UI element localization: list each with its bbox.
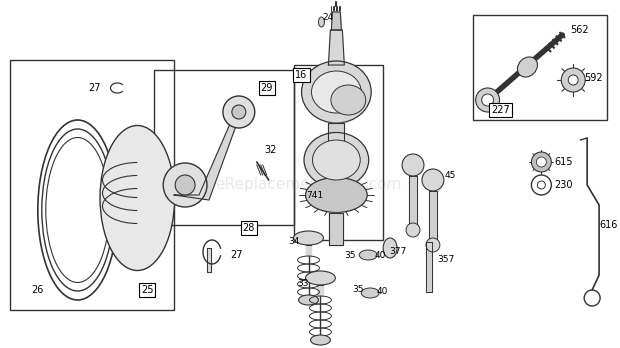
Polygon shape — [332, 12, 342, 30]
Circle shape — [561, 68, 585, 92]
Ellipse shape — [306, 271, 335, 285]
Text: 40: 40 — [376, 287, 388, 296]
Polygon shape — [317, 285, 324, 296]
Ellipse shape — [294, 231, 324, 245]
Text: 45: 45 — [444, 171, 456, 180]
Circle shape — [163, 163, 207, 207]
Text: 592: 592 — [584, 73, 603, 83]
Circle shape — [223, 96, 255, 128]
Text: 28: 28 — [242, 223, 255, 233]
Text: 33: 33 — [298, 278, 309, 287]
Bar — [294, 65, 383, 240]
Ellipse shape — [406, 223, 420, 237]
Text: 27: 27 — [231, 250, 243, 260]
Text: 35: 35 — [353, 285, 364, 294]
Ellipse shape — [306, 177, 367, 213]
Ellipse shape — [312, 140, 360, 180]
Circle shape — [569, 75, 578, 85]
Text: 24: 24 — [323, 13, 334, 22]
Ellipse shape — [426, 238, 440, 252]
Ellipse shape — [311, 71, 361, 113]
Ellipse shape — [383, 238, 397, 258]
Ellipse shape — [359, 250, 377, 260]
Ellipse shape — [100, 126, 175, 270]
Text: 34: 34 — [288, 237, 299, 246]
Text: 741: 741 — [306, 191, 323, 200]
Text: 230: 230 — [554, 180, 572, 190]
Text: eReplacementParts.com: eReplacementParts.com — [215, 177, 402, 192]
Ellipse shape — [301, 61, 371, 123]
Circle shape — [531, 152, 551, 172]
Ellipse shape — [304, 133, 369, 188]
Ellipse shape — [299, 295, 319, 305]
Polygon shape — [207, 248, 211, 272]
Text: 29: 29 — [260, 83, 273, 93]
Ellipse shape — [331, 85, 366, 115]
Circle shape — [175, 175, 195, 195]
Polygon shape — [306, 245, 311, 256]
Circle shape — [536, 157, 546, 167]
Circle shape — [482, 94, 494, 106]
Text: 615: 615 — [554, 157, 572, 167]
Ellipse shape — [402, 154, 424, 176]
Polygon shape — [329, 30, 344, 65]
Polygon shape — [329, 123, 344, 155]
Bar — [10, 60, 174, 310]
Ellipse shape — [361, 288, 379, 298]
Polygon shape — [329, 213, 343, 245]
Ellipse shape — [319, 17, 324, 27]
Polygon shape — [426, 242, 432, 292]
Bar — [472, 15, 607, 120]
Text: 26: 26 — [32, 285, 44, 295]
Text: 377: 377 — [389, 247, 407, 256]
Ellipse shape — [422, 169, 444, 191]
Text: 562: 562 — [570, 25, 588, 35]
Bar — [154, 70, 294, 225]
Text: 27: 27 — [88, 83, 101, 93]
Polygon shape — [429, 191, 437, 245]
Text: 40: 40 — [374, 251, 386, 260]
Ellipse shape — [311, 335, 330, 345]
Text: 32: 32 — [265, 145, 277, 155]
Circle shape — [232, 105, 246, 119]
Text: 25: 25 — [141, 285, 154, 295]
Text: 357: 357 — [437, 255, 454, 264]
Text: 16: 16 — [295, 70, 308, 80]
Text: 616: 616 — [600, 220, 618, 230]
Text: 35: 35 — [345, 251, 356, 260]
Ellipse shape — [518, 57, 538, 77]
Polygon shape — [174, 105, 247, 200]
Polygon shape — [409, 176, 417, 230]
Text: 227: 227 — [491, 105, 510, 115]
Circle shape — [476, 88, 500, 112]
